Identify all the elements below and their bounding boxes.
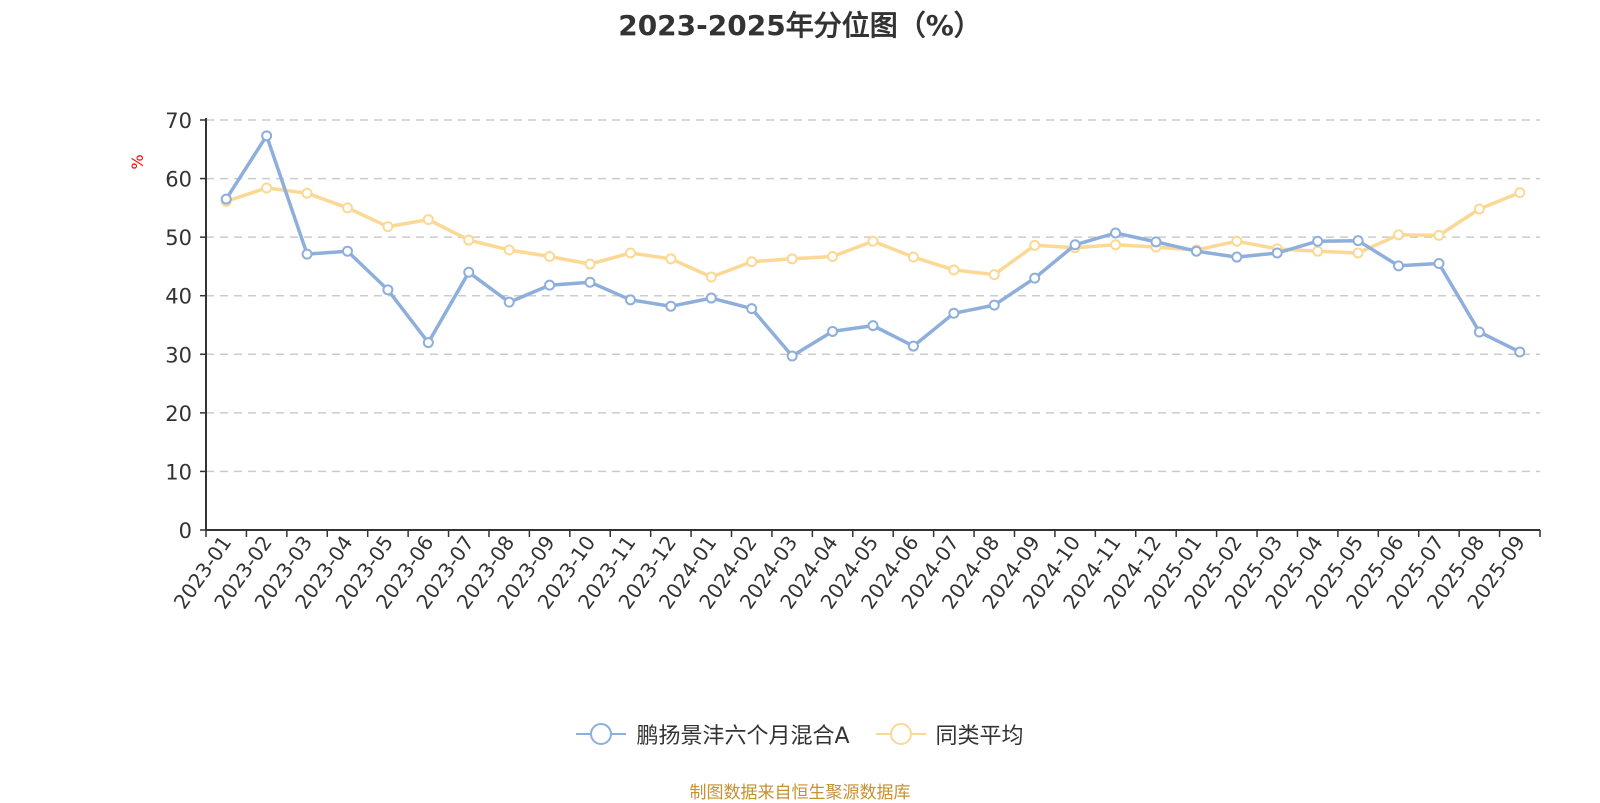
data-point [665,253,677,265]
data-point [1069,239,1081,251]
series-1 [220,130,1526,362]
data-point [1514,187,1526,199]
data-point [786,350,798,362]
source-note: 制图数据来自恒生聚源数据库 [689,783,911,803]
legend-line-circle-icon [875,723,926,745]
data-point [1352,235,1364,247]
data-point [584,276,596,288]
legend-label: 鹏扬景沣六个月混合A [636,724,850,749]
data-point [1393,229,1405,241]
data-point [422,214,434,226]
data-point [261,130,273,142]
data-point [988,299,1000,311]
data-point [948,307,960,319]
legend-label: 同类平均 [935,724,1024,749]
chart-title: 2023-2025年分位图（%） [618,9,982,42]
data-point [624,247,636,259]
data-point [907,251,919,263]
data-point [867,320,879,332]
data-point [786,253,798,265]
data-point [1514,346,1526,358]
data-point [1190,245,1202,257]
series-line [224,186,1522,279]
data-point [1150,236,1162,248]
data-point [341,202,353,214]
data-point [544,250,556,262]
y-tick-label: 30 [165,343,192,367]
y-tick-label: 50 [165,226,192,250]
data-point [1110,227,1122,239]
y-tick-label: 60 [165,168,192,192]
data-point [1312,245,1324,257]
y-tick-label: 40 [165,285,192,309]
data-point [624,294,636,306]
y-tick-label: 0 [179,519,192,543]
data-point [220,193,232,205]
data-point [1433,229,1445,241]
data-point [1393,260,1405,272]
legend-item-series-2[interactable]: 同类平均 [875,718,1024,750]
data-point [382,284,394,296]
data-point [1271,247,1283,259]
series-2 [220,182,1526,283]
data-point [503,296,515,308]
legend: 鹏扬景沣六个月混合A 同类平均 [0,718,1600,750]
data-point [827,250,839,262]
data-point [422,337,434,349]
data-point [261,182,273,194]
legend-item-series-1[interactable]: 鹏扬景沣六个月混合A [576,718,850,750]
y-axis-label: % [128,154,147,169]
data-point [341,245,353,257]
data-point [705,271,717,283]
data-point [544,279,556,291]
data-point [301,248,313,260]
data-point [867,235,879,247]
data-point [1110,239,1122,251]
data-point [301,187,313,199]
y-tick-label: 10 [165,460,192,484]
data-point [907,340,919,352]
series-lines [220,130,1526,362]
data-point [1473,326,1485,338]
legend-line-circle-icon [576,723,627,745]
data-point [1433,258,1445,269]
axes: 010203040506070%2023-012023-022023-03202… [128,109,1541,613]
data-point [1352,247,1364,259]
data-point [705,292,717,304]
y-tick-label: 20 [165,402,192,426]
data-point [1312,235,1324,247]
data-point [1473,203,1485,215]
data-point [948,264,960,276]
data-point [584,258,596,270]
data-point [746,256,758,268]
data-point [463,234,475,246]
data-point [988,269,1000,281]
data-point [1029,272,1041,284]
data-point [382,221,394,233]
y-tick-label: 70 [165,109,192,133]
data-point [827,325,839,337]
grid-lines [206,119,1540,473]
data-point [665,300,677,312]
data-point [746,303,758,315]
data-point [1231,251,1243,263]
data-point [503,244,515,256]
data-point [463,266,475,278]
data-point [1231,235,1243,247]
data-point [1029,239,1041,251]
